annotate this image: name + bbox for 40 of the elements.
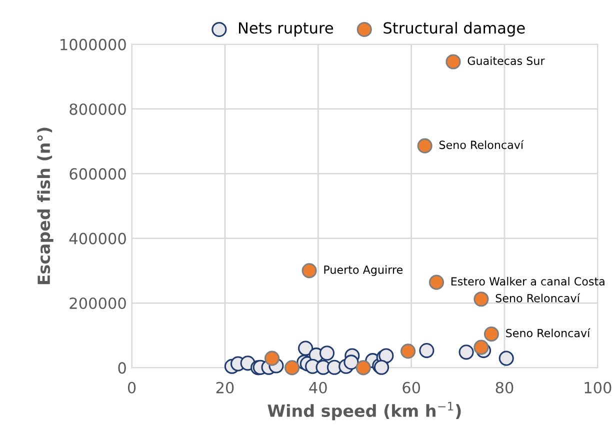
annotation: Estero Walker a canal Costa [451, 276, 604, 286]
y-tick-label: 400000 [69, 232, 126, 244]
annotation: Puerto Aguirre [324, 265, 403, 276]
annotation: Seno Reloncaví [439, 140, 524, 150]
point [284, 360, 300, 376]
x-tick-label: 40 [309, 382, 327, 394]
point [417, 138, 432, 154]
annotation: Guaitecas Sur [468, 56, 545, 65]
point [319, 346, 335, 361]
point [474, 340, 489, 355]
y-tick-label: 200000 [70, 297, 126, 310]
point [484, 326, 499, 342]
point [344, 354, 359, 370]
point [498, 350, 514, 366]
legend-label: Structural damage [384, 22, 525, 37]
x-tick-label: 20 [216, 382, 234, 394]
point [446, 54, 461, 70]
point [378, 348, 394, 364]
x-tick-label: 80 [496, 382, 514, 394]
point [264, 350, 280, 366]
point [474, 292, 489, 307]
y-tick-label: 0 [118, 362, 126, 374]
y-tick-label: 600000 [70, 168, 126, 180]
y-tick-label: 1000000 [60, 38, 126, 50]
y-axis-title: Escaped fish (n°) [37, 128, 54, 284]
x-tick-label: 100 [584, 382, 612, 394]
point [428, 274, 444, 290]
x-axis-title: Wind speed (km h$^{−1}$) [268, 402, 461, 420]
x-tick-label: 0 [128, 382, 136, 394]
legend-label: Nets rupture [239, 22, 333, 37]
point [356, 360, 371, 376]
annotation: Seno Reloncaví [506, 328, 590, 338]
point [419, 343, 434, 358]
annotation: Seno Reloncaví [496, 293, 580, 302]
x-tick-label: 60 [402, 382, 420, 394]
y-tick-label: 800000 [70, 103, 126, 115]
point [458, 344, 474, 360]
point [302, 263, 317, 278]
point [400, 344, 416, 359]
point [298, 340, 314, 356]
